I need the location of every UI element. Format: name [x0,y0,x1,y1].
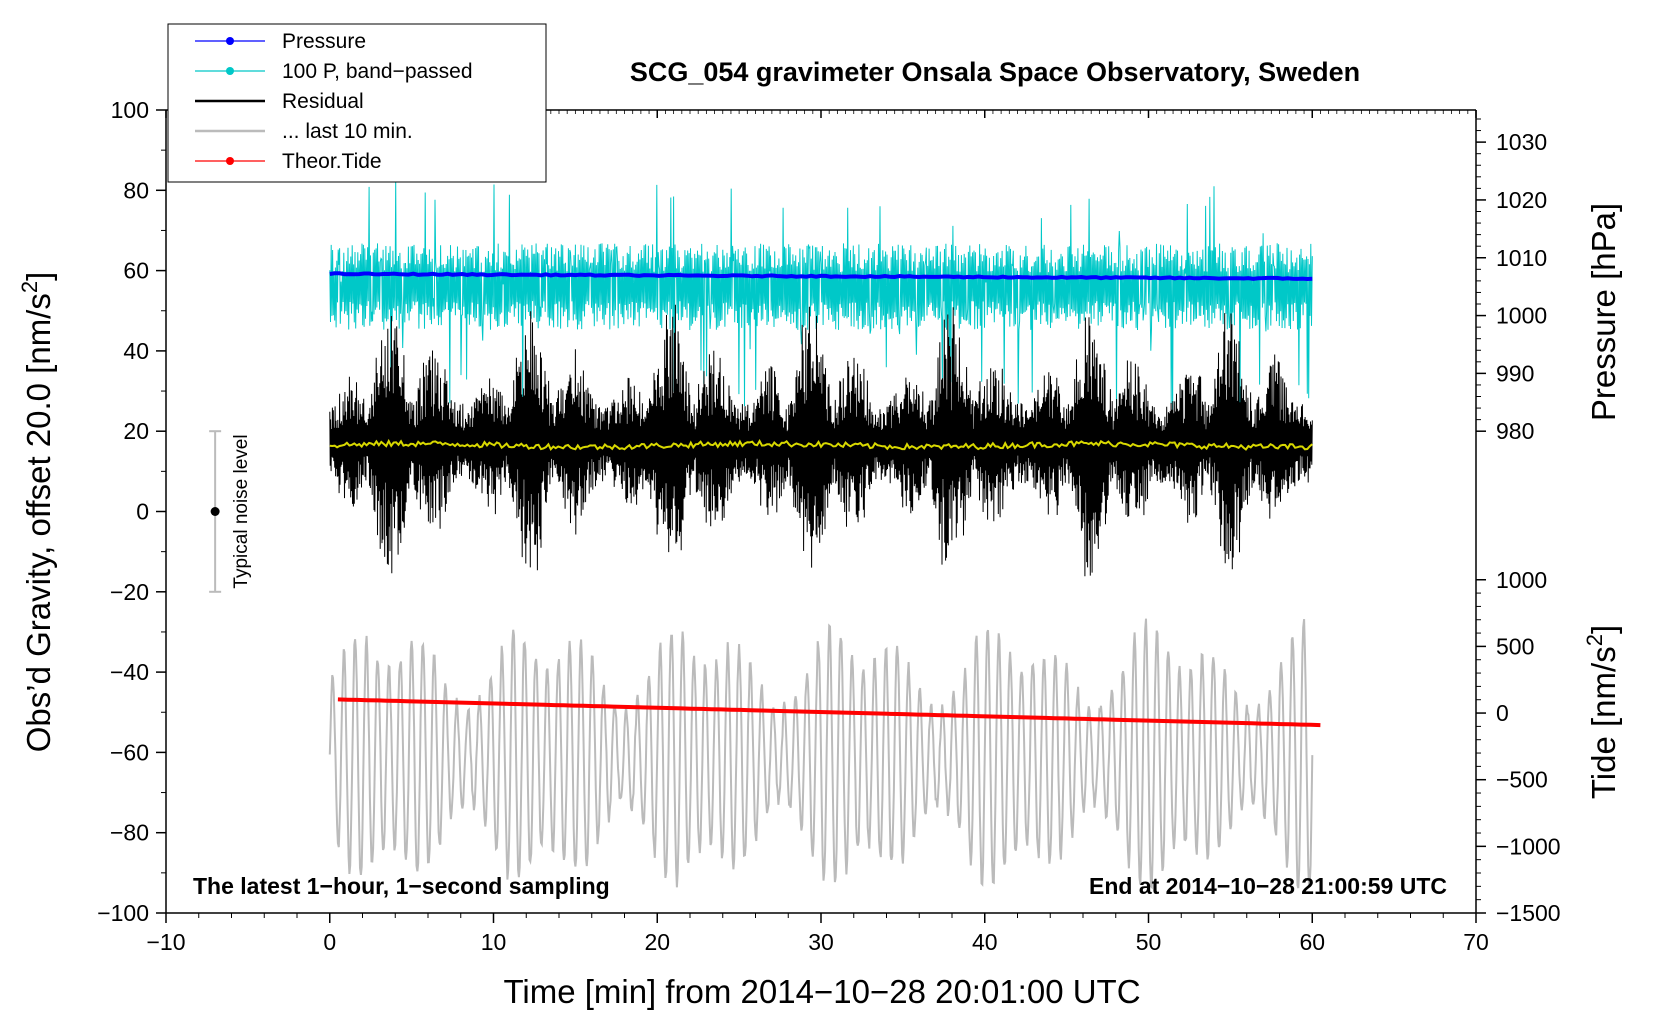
tide-tick-label: −500 [1496,767,1548,793]
legend-marker [226,157,234,165]
pressure-trace [329,271,1313,282]
tide-label-prefix: Tide [nm/s [1585,646,1622,799]
noise-dot [210,507,220,516]
legend-marker [226,67,234,75]
legend-label: ... last 10 min. [282,120,413,143]
legend-items: Pressure 100 P, band−passed Residual ... la… [195,30,473,173]
tide-tick-label: 0 [1496,700,1509,726]
tide-label-sup: 2 [1582,634,1607,646]
pressure-tick-label: 1010 [1496,245,1547,271]
x-tick-label: 50 [1136,929,1162,955]
x-tick-label: 0 [323,929,336,955]
x-tick-label: −10 [146,929,185,955]
annotation-right: End at 2014−10−28 21:00:59 UTC [1089,873,1447,899]
tide-tick-label: −1500 [1496,900,1561,926]
chart-title: SCG_054 gravimeter Onsala Space Observat… [630,57,1360,87]
tick-layer: −10 0 10 20 30 40 50 60 70−100−80−60−40−20020406… [97,97,1560,955]
x-tick-label: 70 [1463,929,1489,955]
tide-tick-label: −1000 [1496,833,1561,859]
noise-label: Typical noise level [231,434,252,588]
legend: Pressure 100 P, band−passed Residual ... la… [167,23,547,183]
residual-mean-trace [329,438,1313,452]
tide-label-suffix: ] [1585,625,1622,634]
noise-level-marker: Typical noise level [209,430,252,593]
y-tick-label: −20 [110,579,149,605]
legend-marker [226,37,234,45]
pressure-axis-label: Pressure [hPa] [1585,203,1622,421]
y-tick-label: −100 [97,900,149,926]
x-tick-label: 60 [1299,929,1325,955]
x-axis-label: Time [min] from 2014−10−28 20:01:00 UTC [503,973,1140,1010]
annotation-left: The latest 1−hour, 1−second sampling [193,873,610,899]
x-tick-label: 40 [972,929,998,955]
y-tick-label: 100 [111,97,149,123]
legend-label: 100 P, band−passed [282,60,473,83]
y-tick-label: 0 [136,499,149,525]
pressure-tick-label: 980 [1496,418,1534,444]
last-10-min-trace [328,618,1314,890]
y-tick-label: −60 [110,739,149,765]
tide-tick-label: 1000 [1496,567,1547,593]
pressure-tick-label: 1030 [1496,129,1547,155]
pressure-tick-label: 1000 [1496,303,1547,329]
legend-box [167,23,547,183]
pressure-tick-label: 990 [1496,360,1534,386]
residual-trace [329,304,1313,577]
theoretical-tide-trace [337,697,1321,728]
y-tick-label: 40 [123,338,149,364]
y-tick-label: 80 [123,177,149,203]
tide-tick-label: 500 [1496,633,1534,659]
legend-label: Pressure [282,30,366,53]
x-tick-label: 30 [808,929,834,955]
pressure-tick-label: 1020 [1496,187,1547,213]
legend-label: Theor.Tide [282,150,382,173]
y-tick-label: 60 [123,258,149,284]
y-tick-label: 20 [123,418,149,444]
y-tick-label: −80 [110,820,149,846]
legend-label: Residual [282,90,364,113]
x-tick-label: 10 [481,929,507,955]
y-label-left-prefix: Obs’d Gravity, offset 20.0 [nm/s [20,293,57,752]
y-tick-label: −40 [110,659,149,685]
y-label-left-suffix: ] [20,272,57,281]
x-tick-label: 20 [644,929,670,955]
tide-axis-label: Tide [nm/s2] [1582,625,1622,799]
series-layer [328,179,1321,890]
y-axis-label-left: Obs’d Gravity, offset 20.0 [nm/s2] [17,272,57,753]
y-label-left-sup: 2 [17,281,42,293]
band-passed-trace [329,179,1313,414]
